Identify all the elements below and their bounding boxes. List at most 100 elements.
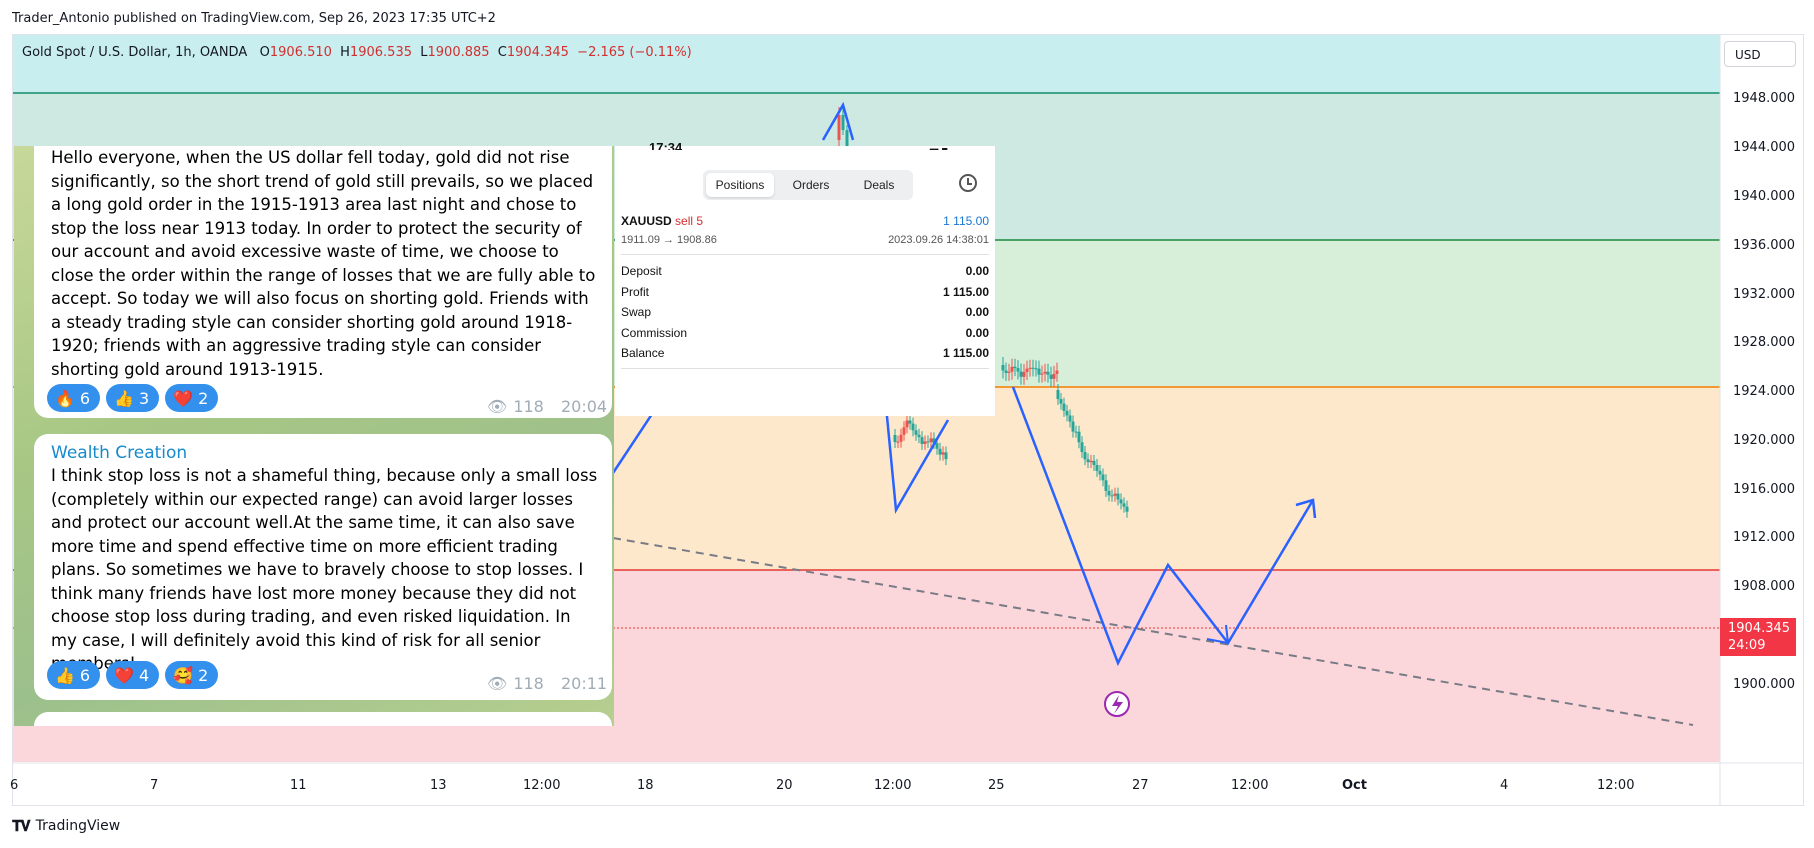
candle-body <box>1096 465 1099 471</box>
reaction-count: 2 <box>198 666 208 685</box>
summary-row-swap: Swap 0.00 <box>621 305 989 319</box>
candle-body <box>897 442 900 443</box>
candle-body <box>1050 375 1053 379</box>
low-label: L <box>420 45 427 60</box>
position-row[interactable]: XAUUSD sell 5 1 115.00 <box>621 214 989 228</box>
time-tick: 7 <box>150 778 158 793</box>
currency-button[interactable]: USD <box>1724 41 1796 67</box>
candle-body <box>1084 452 1087 459</box>
candle-body <box>1041 374 1044 375</box>
message-1-reactions[interactable]: 🔥 6 👍 3 ❤️ 2 <box>47 384 218 412</box>
high-label: H <box>340 45 350 60</box>
candle-body <box>1078 432 1081 443</box>
message-2-text: I think stop loss is not a shameful thin… <box>51 464 598 676</box>
candle-body <box>1035 368 1038 369</box>
candle-body <box>909 421 912 424</box>
zone-top <box>13 35 1720 93</box>
candle-body <box>1038 369 1041 375</box>
reaction-thumbs-up[interactable]: 👍 6 <box>47 661 100 689</box>
candle-body <box>1072 422 1075 432</box>
candle-body <box>842 115 845 130</box>
summary-label: Balance <box>621 346 664 360</box>
view-count: 118 <box>513 674 544 693</box>
time-tick: 11 <box>290 778 307 793</box>
message-bubble-1[interactable]: Hello everyone, when the US dollar fell … <box>34 146 612 418</box>
candle-body <box>838 115 841 140</box>
position-profit: 1 115.00 <box>943 214 989 228</box>
candle-body <box>1090 461 1093 462</box>
candle-body <box>1087 459 1090 462</box>
message-time: 20:04 <box>561 397 607 416</box>
symbol-name: Gold Spot / U.S. Dollar, 1h, OANDA <box>22 45 247 60</box>
candle-body <box>918 435 921 437</box>
reaction-thumbs-up[interactable]: 👍 3 <box>106 384 159 412</box>
time-tick: 20 <box>776 778 793 793</box>
candle-body <box>1008 372 1011 373</box>
tradingview-logo-icon: 𝐓𝐕 <box>12 817 30 835</box>
price-tick: 1932.000 <box>1733 287 1795 302</box>
candle-body <box>1066 411 1069 416</box>
reaction-heart[interactable]: ❤️ 4 <box>106 661 159 689</box>
candle-body <box>1056 371 1059 374</box>
candle-body <box>1044 372 1047 374</box>
candle-body <box>1032 368 1035 369</box>
candle-body <box>942 452 945 454</box>
message-time: 20:11 <box>561 674 607 693</box>
candle-body <box>1117 494 1120 500</box>
position-details: 1911.09 → 1908.86 2023.09.26 14:38:01 <box>621 234 989 246</box>
summary-value: 1 115.00 <box>943 285 989 299</box>
publish-info: Trader_Antonio published on TradingView.… <box>12 11 496 26</box>
message-1-meta: 👁 118 20:04 <box>487 397 607 416</box>
heart-icon: ❤️ <box>173 389 193 408</box>
summary-row-balance: Balance 1 115.00 <box>621 346 989 360</box>
position-datetime: 2023.09.26 14:38:01 <box>888 234 989 246</box>
summary-label: Profit <box>621 285 649 299</box>
candle-body <box>1060 399 1063 404</box>
price-tick: 1940.000 <box>1733 189 1795 204</box>
candle-body <box>924 441 927 443</box>
tradingview-logo[interactable]: 𝐓𝐕 TradingView <box>12 817 120 835</box>
tab-orders[interactable]: Orders <box>777 170 845 200</box>
bar-countdown: 24:09 <box>1728 637 1788 654</box>
candle-body <box>1081 442 1084 452</box>
message-2-meta: 👁 118 20:11 <box>487 674 607 693</box>
low-value: 1900.885 <box>428 45 490 60</box>
reaction-heart[interactable]: ❤️ 2 <box>165 384 218 412</box>
reaction-fire[interactable]: 🔥 6 <box>47 384 100 412</box>
change-value: −2.165 (−0.11%) <box>577 45 692 60</box>
brand-name: TradingView <box>36 818 121 834</box>
candle-body <box>1108 491 1111 495</box>
status-time: 17:34 <box>649 140 682 150</box>
position-prices: 1911.09 → 1908.86 <box>621 234 717 246</box>
time-tick: 27 <box>1132 778 1149 793</box>
price-tick: 1900.000 <box>1733 677 1795 692</box>
tab-deals[interactable]: Deals <box>845 170 913 200</box>
eye-icon: 👁 <box>487 674 507 693</box>
price-tick: 1920.000 <box>1733 433 1795 448</box>
candle-body <box>939 449 942 455</box>
candle-body <box>906 421 909 428</box>
price-tick: 1936.000 <box>1733 238 1795 253</box>
message-2-reactions[interactable]: 👍 6 ❤️ 4 🥰 2 <box>47 661 218 689</box>
candle-body <box>1057 390 1060 399</box>
reaction-love-face[interactable]: 🥰 2 <box>165 661 218 689</box>
time-tick: 6 <box>10 778 18 793</box>
candle-body <box>1114 494 1117 496</box>
price-tick: 1924.000 <box>1733 384 1795 399</box>
candle-body <box>903 427 906 434</box>
history-clock-icon[interactable] <box>959 174 977 192</box>
time-tick: 12:00 <box>1231 778 1268 793</box>
summary-value: 1 115.00 <box>943 346 989 360</box>
message-bubble-3-partial[interactable] <box>34 712 612 726</box>
candle-body <box>927 441 930 442</box>
reaction-count: 2 <box>198 389 208 408</box>
tab-positions[interactable]: Positions <box>706 173 774 197</box>
message-2-author[interactable]: Wealth Creation <box>51 443 598 463</box>
symbol-legend: Gold Spot / U.S. Dollar, 1h, OANDA O1906… <box>22 45 692 60</box>
fire-icon: 🔥 <box>55 389 75 408</box>
candle-body <box>1020 372 1023 377</box>
time-tick: Oct <box>1342 778 1367 793</box>
candle-body <box>1014 367 1017 368</box>
candle-body <box>1026 369 1029 372</box>
candle-body <box>1126 507 1129 512</box>
